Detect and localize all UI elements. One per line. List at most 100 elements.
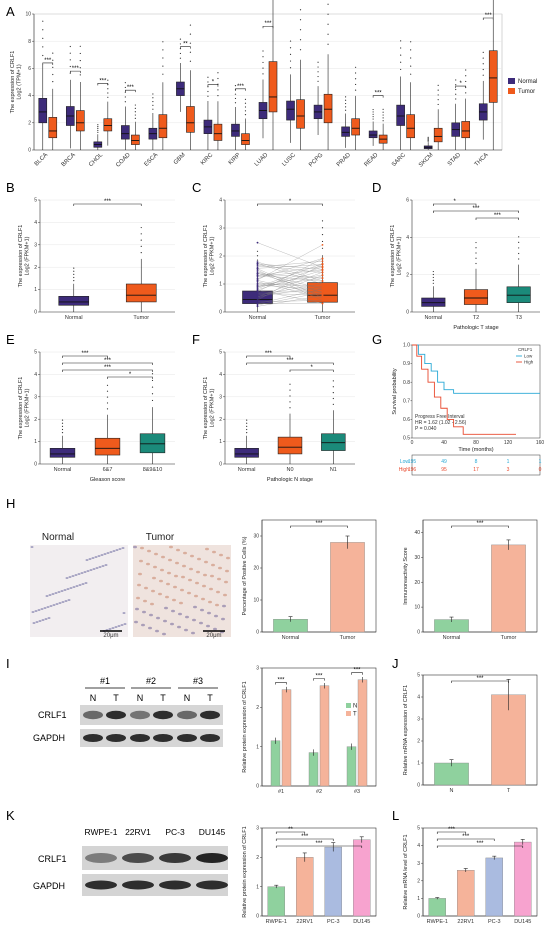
ihc-tumor-cell — [133, 545, 137, 549]
a-category-label: STAD — [447, 152, 463, 168]
a-normal-luad-outlier — [262, 67, 264, 69]
ihc-tumor-cell — [207, 611, 211, 615]
c-point-tumor — [321, 299, 324, 302]
i-bar-n-2 — [308, 752, 319, 787]
ihc-tumor-cell — [172, 598, 176, 602]
a-tumor-blca-box — [48, 117, 58, 139]
ihc-normal-nucleus — [32, 622, 36, 624]
y-tick-label: 0 — [219, 462, 222, 468]
legend-label-normal: Normal — [518, 79, 537, 85]
ihc-tumor-cell — [217, 577, 221, 581]
ihc-normal-nucleus — [98, 566, 102, 568]
a-normal-blca-outlier — [42, 29, 44, 31]
k-bar-pc3 — [324, 846, 343, 917]
a-sig-chol-label: *** — [99, 78, 107, 84]
k-sig-0-bracket — [275, 831, 306, 834]
ihc-normal-nucleus — [118, 548, 122, 550]
legend-swatch-tumor — [508, 88, 515, 94]
a-normal-chol-outlier — [97, 124, 99, 126]
a-normal-lusc-box — [286, 100, 295, 121]
blot-i-band-crlf1 — [153, 710, 173, 720]
a-normal-prad-outlier — [344, 102, 347, 105]
a-sig-read-label: *** — [375, 91, 383, 97]
a-tumor-gbm-outlier — [189, 51, 192, 53]
e-8910-outlier — [151, 379, 154, 382]
l-sig-0-label: *** — [448, 827, 456, 833]
d-t2-outlier — [475, 257, 477, 259]
ihc-normal-nucleus — [72, 586, 76, 588]
ihc-tumor-cell — [134, 620, 138, 624]
ihc-normal-nucleus — [104, 564, 108, 566]
ihc-normal-nucleus — [84, 582, 88, 584]
a-normal-skcm-outlier — [427, 138, 429, 140]
ihc-normal-label: Normal — [42, 532, 74, 543]
ihc-normal-nucleus — [41, 619, 45, 621]
a-tumor-pcpg-outlier — [327, 23, 329, 25]
ihc-normal-nucleus — [89, 569, 93, 571]
c-pair-line — [257, 261, 323, 281]
e-normal-outlier — [61, 432, 64, 434]
ihc-tumor-cell — [195, 581, 199, 585]
a-tumor-chol-outlier — [107, 79, 109, 81]
y-tick-label: 3 — [219, 226, 222, 232]
e-sig-0-label: *** — [81, 351, 89, 357]
a-sig-coad-label: *** — [127, 85, 135, 91]
ihc-tumor-cell — [149, 613, 153, 617]
g-risk-high-value: 95 — [441, 467, 447, 473]
a-tumor-esca-outlier — [162, 41, 164, 43]
ihc-tumor-cell — [196, 570, 200, 574]
a-sig-stad-label: * — [460, 81, 463, 87]
i-category-label: #2 — [316, 789, 322, 795]
g-risk-table-frame — [411, 454, 541, 476]
g-curve-high — [412, 344, 516, 435]
c-point-normal — [256, 274, 259, 277]
y-tick-label: 5 — [219, 350, 222, 356]
blot-i-band-gapdh — [177, 734, 197, 742]
a-normal-esca-outlier — [152, 97, 154, 99]
plot-frame — [422, 519, 538, 633]
a-normal-luad-outlier — [262, 50, 264, 52]
g-y-tick-label: 0.9 — [403, 361, 410, 367]
ihc-normal-nucleus — [46, 606, 50, 608]
c-point-normal — [256, 304, 259, 306]
y-tick-label: 0 — [28, 148, 31, 154]
y-axis-label: The expression of CRLF1 — [18, 225, 24, 288]
c-point-tumor — [321, 296, 324, 299]
ihc-normal-nucleus — [43, 607, 47, 609]
g-legend-high: High — [524, 360, 534, 365]
x-axis-label: Pathologic T stage — [453, 325, 498, 331]
e-category-label: 6&7 — [103, 467, 113, 473]
a-normal-prad-box — [341, 126, 350, 137]
a-tumor-gbm-box — [186, 106, 195, 133]
c-pair-line — [257, 266, 323, 276]
b-category-label: Tumor — [133, 315, 149, 321]
chart-j: 0 1 2 3 4 5 Relative mRNA expression of CRLF1 N… — [403, 673, 538, 794]
d-sig-2-label: *** — [494, 213, 502, 219]
y-tick-label: 10 — [25, 12, 31, 18]
e-8910-outlier — [151, 373, 154, 375]
b-normal-outlier — [73, 270, 75, 272]
blot-i-group-1: #1 — [100, 676, 110, 686]
ihc-tumor-cell — [151, 589, 155, 593]
ihc-normal-nucleus — [81, 583, 85, 585]
l-sig-0-bracket — [436, 831, 467, 834]
blot-k-lane-2: 22RV1 — [125, 827, 151, 837]
k-sig-2-bracket — [275, 845, 363, 848]
ihc-normal-nucleus — [123, 623, 127, 625]
blot-i-row-crlf1: CRLF1 — [38, 710, 67, 720]
f-sig-0-bracket — [246, 355, 291, 358]
b-tumor-outlier — [140, 226, 142, 229]
a-normal-lusc-outlier — [289, 67, 292, 69]
a-tumor-skcm-outlier — [437, 84, 439, 86]
y-tick-label: 0 — [219, 310, 222, 316]
a-normal-pcpg-outlier — [317, 66, 319, 68]
a-normal-stad-outlier — [455, 88, 457, 91]
a-tumor-skcm-box — [433, 127, 443, 143]
d-category-label: Normal — [424, 315, 442, 321]
c-pair-line — [257, 263, 323, 285]
a-normal-kirp-box — [231, 123, 240, 137]
i-bar-n-3 — [346, 746, 357, 787]
c-point-tumor — [321, 271, 324, 274]
a-tumor-lusc-outlier — [299, 29, 302, 31]
h2-sig-bracket — [451, 525, 509, 528]
